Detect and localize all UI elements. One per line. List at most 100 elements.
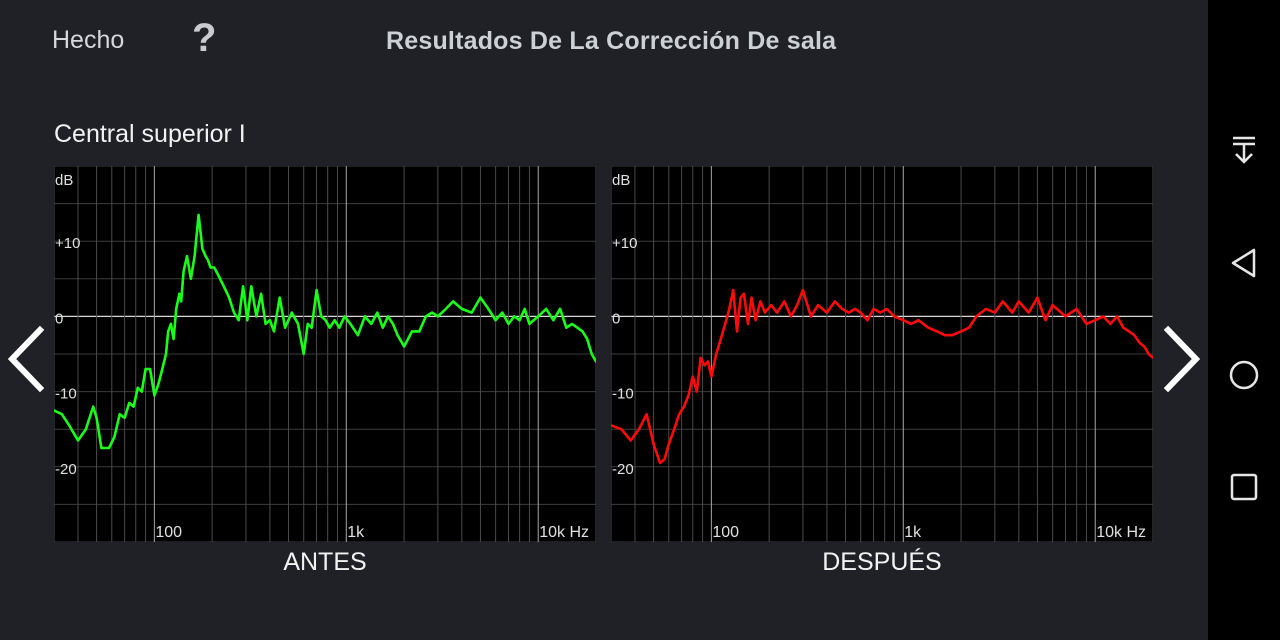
data-point [77,439,79,442]
data-point [307,323,309,325]
data-point [223,285,225,288]
after-chart: dB +10 0 -10 -20 100 1k 10k Hz [611,166,1153,542]
data-point [994,311,996,314]
data-point [431,311,433,314]
data-point [92,405,94,408]
after-chart-title: DESPUÉS [822,548,942,576]
data-point [1064,315,1067,318]
data-point [848,311,850,314]
data-point [197,214,200,216]
data-point [204,255,207,257]
previous-channel-button[interactable] [4,324,48,394]
data-point [425,315,427,318]
data-point [764,311,766,314]
data-point [100,447,103,449]
data-point [1011,311,1014,314]
data-point [710,375,713,378]
data-point [1075,308,1078,310]
data-point [113,435,116,438]
data-point [315,289,318,291]
data-point [242,285,244,288]
data-point [1147,353,1150,355]
data-point [1109,323,1112,325]
data-point [494,319,497,321]
recents-button[interactable] [1224,467,1264,507]
data-point [141,390,143,393]
data-point [437,315,439,318]
data-point [382,326,384,329]
frequency-response-plot: dB +10 0 -10 -20 100 1k 10k Hz [54,166,596,542]
y-tick-label: +10 [612,235,637,252]
page-title: Resultados De La Corrección De sala [386,27,837,55]
data-point [411,330,413,333]
data-point [479,296,482,299]
y-axis-label: dB [55,172,73,189]
data-point [157,383,160,385]
home-button[interactable] [1224,355,1264,395]
data-point [565,326,568,329]
data-point [167,330,169,333]
data-point [652,443,655,446]
help-icon[interactable]: ? [192,16,217,60]
data-point [1138,341,1141,344]
data-point [683,405,685,408]
chevron-right-icon [1163,325,1201,393]
data-point [1018,300,1020,303]
data-point [461,308,463,310]
data-point [817,304,819,306]
data-point [328,326,331,329]
data-point [85,428,87,431]
data-point [902,319,905,321]
data-point [291,311,293,314]
done-button[interactable]: Hecho [52,26,125,54]
x-tick-label: 100 [712,524,739,541]
data-point [917,319,920,321]
chevron-left-icon [7,325,45,393]
data-point [638,428,640,431]
x-tick-label: 1k [347,524,365,541]
data-point [324,319,327,321]
data-point [193,255,196,257]
y-tick-label: +10 [55,235,80,252]
data-point [834,300,836,303]
y-tick-label: -10 [612,386,634,403]
data-point [418,330,421,333]
data-point [95,417,98,419]
back-button[interactable] [1224,243,1264,283]
data-point [968,326,970,329]
data-point [910,323,912,325]
data-point [872,308,875,310]
data-point [68,424,70,427]
data-point [879,311,882,314]
data-point [213,266,215,269]
data-point [893,315,896,318]
data-point [178,293,181,295]
data-point [149,368,151,370]
data-point [1094,319,1096,321]
data-point [707,360,709,363]
data-point [678,413,680,415]
data-point [659,462,661,464]
data-point [796,304,798,306]
data-point [246,319,249,321]
frequency-response-plot: dB +10 0 -10 -20 100 1k 10k Hz [611,166,1153,542]
data-point [376,311,379,314]
data-point [571,323,573,325]
data-point [165,353,167,355]
data-point [144,368,147,370]
notification-pull-button[interactable] [1224,130,1264,170]
data-point [739,296,742,299]
data-point [349,323,352,325]
data-point [1152,357,1153,359]
data-point [985,308,987,310]
x-tick-label: 1k [904,524,922,541]
data-point [61,413,63,415]
data-point [128,402,131,404]
data-point [507,323,510,325]
data-point [759,300,762,303]
data-point [260,293,262,295]
next-channel-button[interactable] [1160,324,1204,394]
data-point [209,266,212,269]
data-point [699,357,702,359]
data-point [273,330,275,333]
